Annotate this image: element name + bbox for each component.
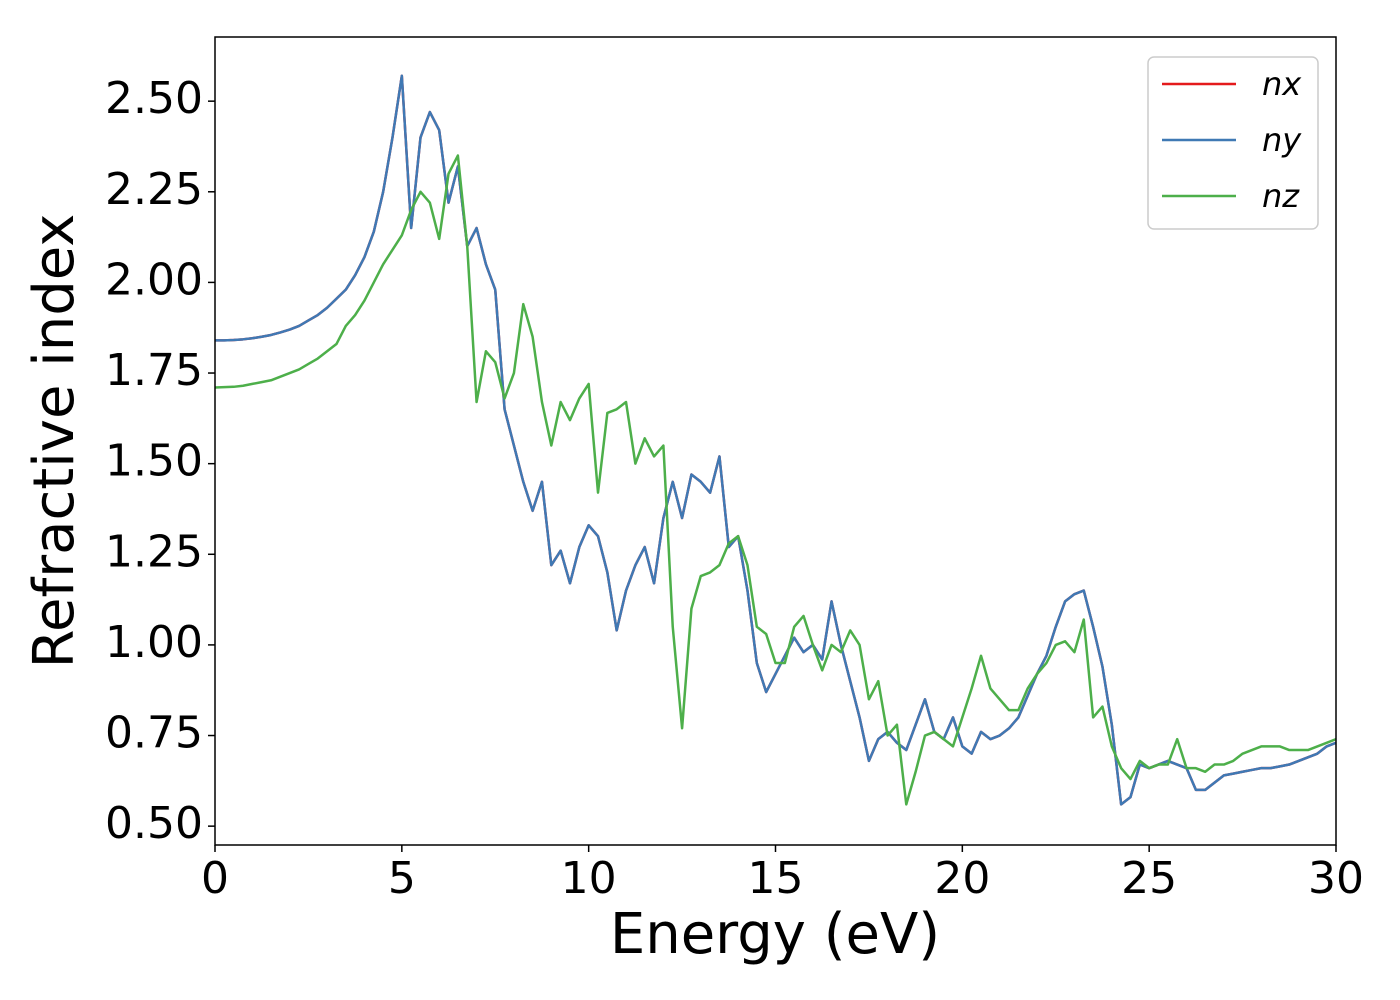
y-tick-label: 0.75 <box>105 708 203 759</box>
y-axis-label: Refractive index <box>22 214 87 669</box>
x-tick-label: 15 <box>748 853 804 904</box>
y-tick-label: 1.75 <box>105 345 203 396</box>
y-tick-label: 2.25 <box>105 164 203 215</box>
legend-label: nx <box>1262 65 1302 103</box>
series-line <box>215 154 1336 806</box>
x-tick-label: 10 <box>561 853 617 904</box>
x-tick-label: 20 <box>934 853 990 904</box>
legend-box <box>1147 56 1319 230</box>
legend-label: nz <box>1262 177 1300 215</box>
y-tick-label: 2.00 <box>105 254 203 305</box>
legend-label: ny <box>1262 121 1302 159</box>
y-tick-label: 2.50 <box>105 73 203 124</box>
x-axis-label: Energy (eV) <box>610 902 940 967</box>
y-tick-label: 1.00 <box>105 617 203 668</box>
y-tick-label: 1.25 <box>105 526 203 577</box>
y-tick-label: 1.50 <box>105 436 203 487</box>
x-tick-label: 5 <box>388 853 416 904</box>
y-tick-label: 0.50 <box>105 798 203 849</box>
plot-frame <box>214 36 1337 846</box>
x-tick-label: 25 <box>1121 853 1177 904</box>
x-tick-label: 30 <box>1308 853 1364 904</box>
x-tick-label: 0 <box>201 853 229 904</box>
